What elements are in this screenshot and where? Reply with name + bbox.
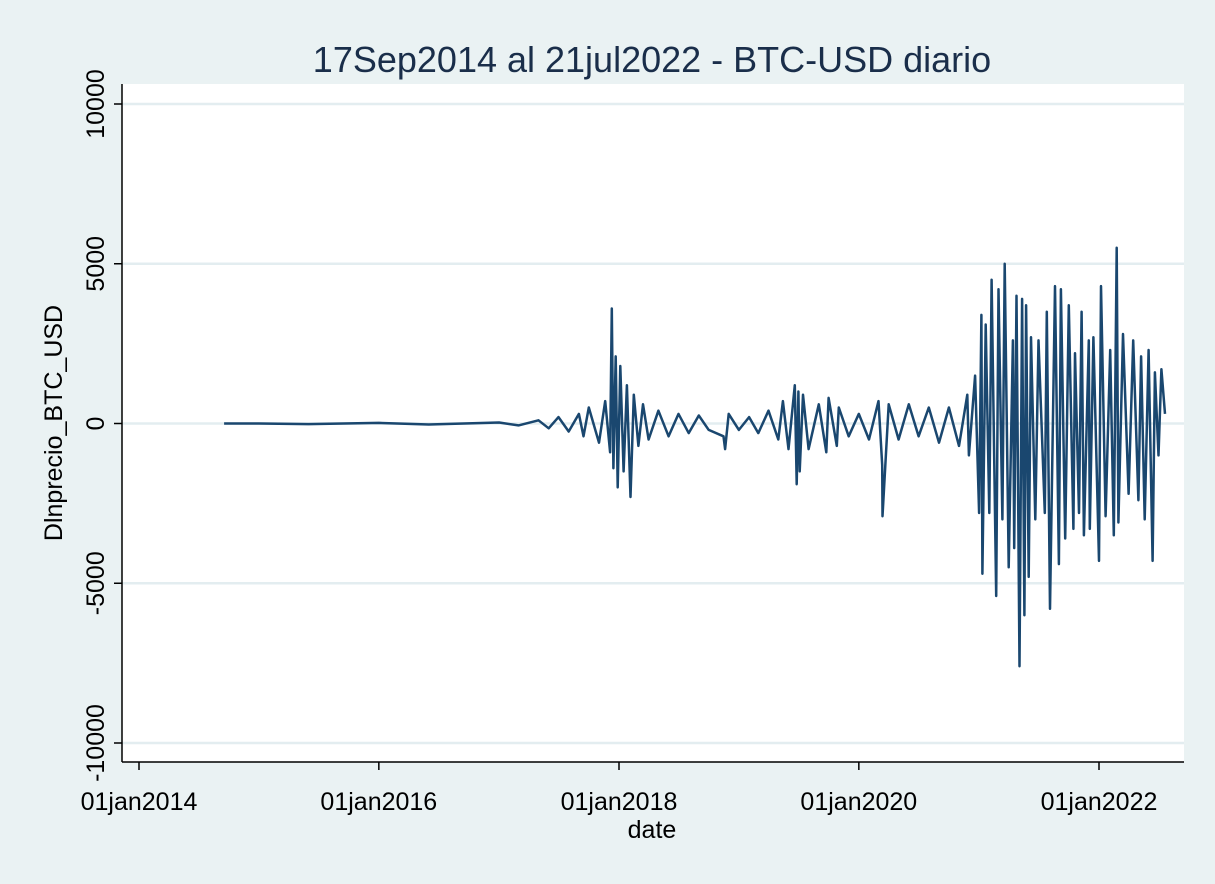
chart-title: 17Sep2014 al 21jul2022 - BTC-USD diario [313,39,991,80]
y-axis-title: Dlnprecio_BTC_USD [40,305,68,541]
y-tick-label-4: 10000 [82,69,110,139]
x-tick-label-4: 01jan2022 [1041,788,1158,816]
y-tick-label-3: 5000 [82,236,110,292]
y-tick-label-0: -10000 [82,704,110,782]
y-tick-label-1: -5000 [82,551,110,615]
x-axis-title: date [628,816,677,844]
x-ticks: 01jan2014 01jan2016 01jan2018 01jan2020 01ja… [81,762,1158,816]
x-tick-label-0: 01jan2014 [81,788,198,816]
x-tick-label-1: 01jan2016 [320,788,437,816]
series-group [224,246,1167,668]
y-ticks: -10000 -5000 0 5000 10000 [82,69,122,782]
x-tick-label-2: 01jan2018 [561,788,678,816]
y-tick-label-2: 0 [82,417,110,431]
x-tick-label-3: 01jan2020 [800,788,917,816]
series-line-0 [224,246,1167,668]
